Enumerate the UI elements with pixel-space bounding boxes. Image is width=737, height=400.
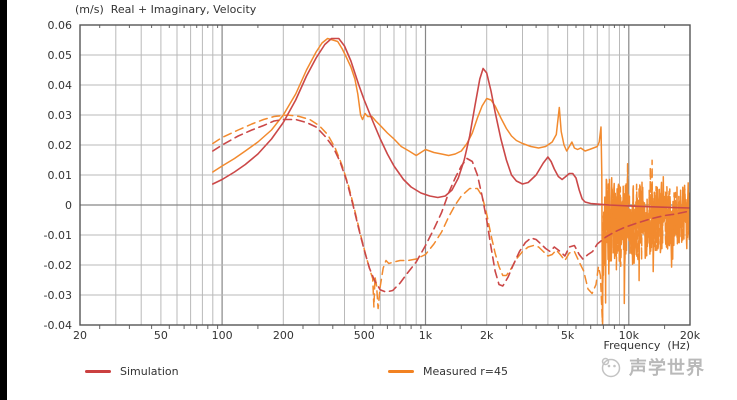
legend-item-simulation: Simulation <box>85 364 179 378</box>
x-tick-label: 20k <box>679 329 701 342</box>
y-tick-label: 0.03 <box>47 108 73 122</box>
x-tick-label: 200 <box>272 329 294 342</box>
x-tick-label: 50 <box>153 329 168 342</box>
watermark-logo-icon <box>601 357 621 378</box>
y-tick-label: -0.03 <box>43 288 72 302</box>
left-edge-bar <box>0 0 7 400</box>
legend-item-measured: Measured r=45 <box>388 364 508 378</box>
legend-swatch-simulation <box>85 369 111 373</box>
legend-label-simulation: Simulation <box>120 364 179 378</box>
y-tick-label: -0.02 <box>43 258 72 272</box>
y-tick-label: 0 <box>65 198 72 212</box>
x-tick-label: 2k <box>479 329 494 342</box>
x-tick-label: 5k <box>560 329 575 342</box>
y-tick-label: 0.06 <box>47 18 73 32</box>
x-tick-label: 500 <box>353 329 375 342</box>
x-axis-title: Frequency (Hz) <box>603 339 690 352</box>
x-tick-label: 10k <box>618 329 639 342</box>
x-tick-label: 20 <box>73 329 87 342</box>
legend-swatch-measured <box>388 369 414 373</box>
watermark-text: 声学世界 <box>629 358 705 379</box>
legend-label-measured: Measured r=45 <box>423 364 508 378</box>
y-tick-label: -0.01 <box>43 228 72 242</box>
y-tick-label: 0.04 <box>47 78 73 92</box>
y-tick-label: -0.04 <box>43 318 72 332</box>
y-tick-label: 0.01 <box>47 168 73 182</box>
chart-title: (m/s) Real + Imaginary, Velocity <box>75 3 257 16</box>
x-tick-label: 1k <box>418 329 433 342</box>
y-tick-label: 0.05 <box>47 48 73 62</box>
x-tick-label: 100 <box>211 329 233 342</box>
y-tick-label: 0.02 <box>47 138 73 152</box>
watermark: 声学世界 <box>598 354 705 380</box>
